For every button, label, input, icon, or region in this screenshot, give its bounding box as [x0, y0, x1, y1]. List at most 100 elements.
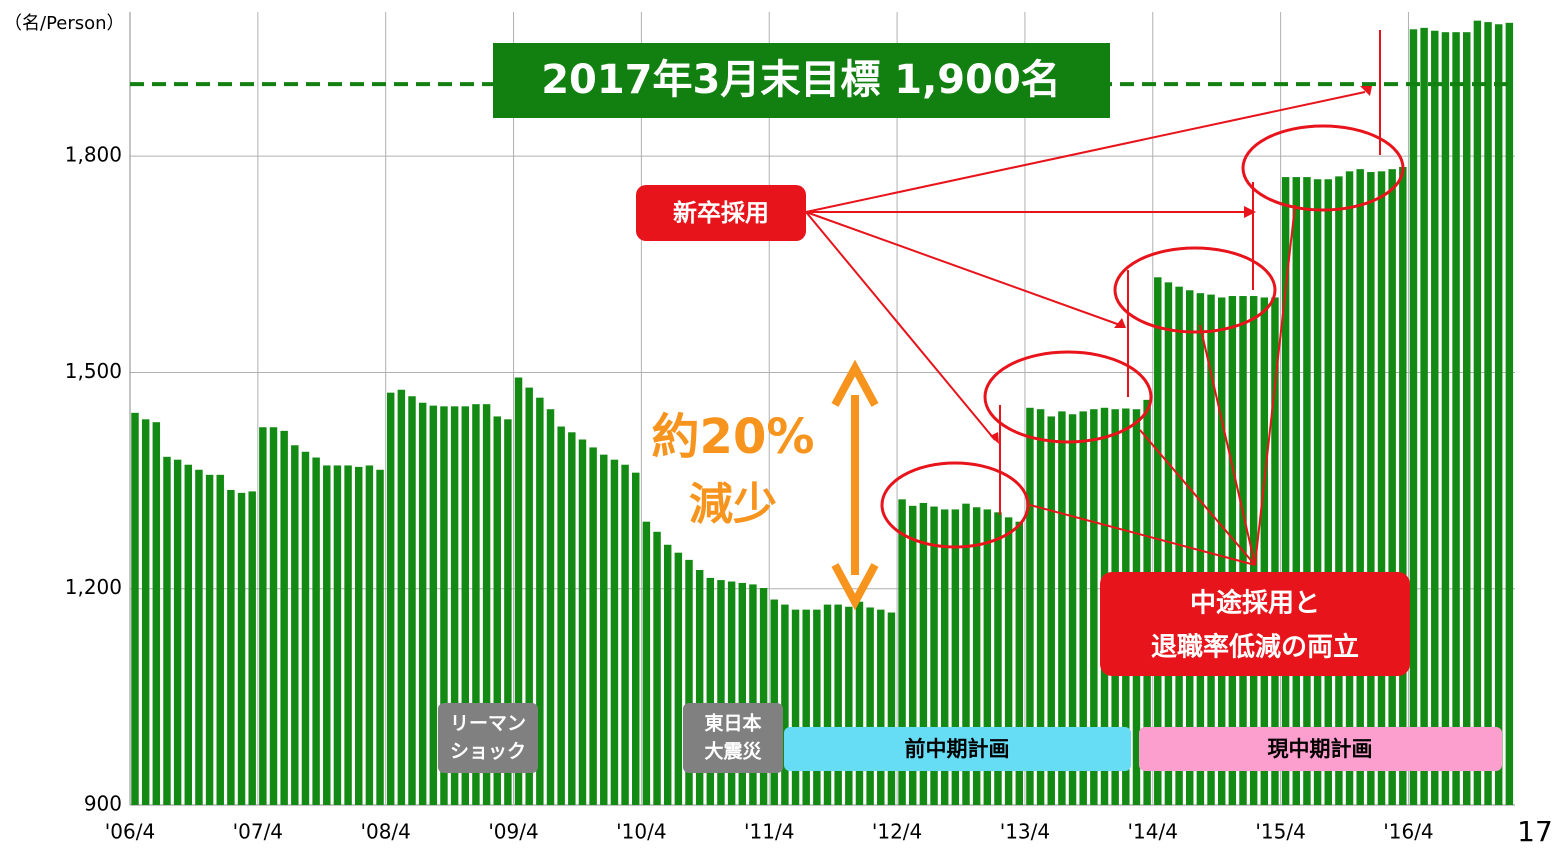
bar — [600, 454, 608, 805]
bar — [887, 612, 896, 805]
bar — [1207, 294, 1215, 805]
bar — [823, 604, 832, 805]
target-label: 2017年3月末目標 1,900名 — [541, 57, 1061, 103]
mid-career-label: 中途採用と — [1190, 588, 1320, 619]
bar — [1015, 521, 1024, 805]
earthquake-label: 東日本 — [704, 712, 761, 735]
bar — [440, 406, 448, 805]
bar — [1154, 277, 1162, 805]
bar — [1409, 29, 1418, 805]
bar — [791, 609, 800, 805]
bar — [909, 505, 917, 805]
bar — [642, 521, 651, 805]
x-tick-label: '16/4 — [1383, 820, 1433, 844]
bar — [1260, 297, 1269, 805]
bar — [173, 459, 182, 805]
x-tick-label: '08/4 — [360, 820, 410, 844]
bar — [365, 465, 374, 805]
earthquake-label: 大震災 — [704, 740, 762, 763]
bar — [525, 387, 533, 805]
bar — [813, 609, 821, 805]
bar — [962, 503, 970, 805]
current-plan-box — [1139, 727, 1502, 771]
bar — [163, 456, 171, 805]
bars — [131, 20, 1514, 806]
annotations: 2017年3月末目標 1,900名 新卒採用 中途採用と 退職率低減の両立 約2… — [438, 30, 1502, 773]
bar — [397, 389, 406, 805]
bar — [1249, 296, 1258, 805]
bar — [504, 419, 512, 805]
x-tick-label: '07/4 — [233, 820, 283, 844]
bar — [1324, 179, 1332, 805]
bar — [195, 469, 203, 805]
bar — [291, 445, 299, 805]
bar — [972, 507, 981, 805]
bar — [727, 581, 736, 805]
bar — [472, 404, 480, 805]
x-tick-label: '11/4 — [744, 820, 794, 844]
bar — [237, 492, 246, 805]
bar — [717, 580, 725, 805]
bar — [1335, 176, 1343, 805]
bar — [578, 439, 587, 805]
bar — [184, 464, 193, 805]
bar — [1473, 20, 1482, 806]
bar — [1175, 286, 1183, 805]
bar — [781, 604, 789, 805]
bar — [1399, 166, 1407, 805]
bar — [930, 506, 938, 805]
bar — [546, 409, 555, 805]
bar — [1281, 177, 1290, 805]
lehman-label: ショック — [450, 741, 526, 763]
bar — [1377, 171, 1386, 805]
bar — [1217, 297, 1226, 805]
bar — [1292, 177, 1301, 805]
bar — [216, 474, 224, 805]
target-box — [493, 43, 1110, 118]
bar — [1271, 297, 1279, 805]
y-tick-label: 1,200 — [65, 575, 122, 599]
bar — [589, 447, 597, 805]
bar — [1036, 409, 1045, 805]
new-grad-label: 新卒採用 — [673, 199, 769, 227]
bar — [983, 509, 992, 805]
bar — [408, 396, 416, 805]
bar — [355, 466, 363, 805]
x-tick-label: '14/4 — [1128, 820, 1178, 844]
bar — [994, 512, 1002, 805]
bar — [259, 427, 267, 805]
bar — [610, 459, 619, 805]
bar — [1505, 22, 1514, 805]
mid-career-label: 退職率低減の両立 — [1151, 632, 1359, 663]
bar — [141, 419, 150, 805]
bar — [536, 397, 544, 805]
bar — [269, 427, 278, 805]
bar — [386, 392, 395, 805]
x-tick-label: '12/4 — [872, 820, 922, 844]
bar — [461, 406, 470, 805]
bar — [770, 599, 778, 805]
bar — [1058, 411, 1066, 805]
bar — [706, 577, 715, 805]
bar — [877, 609, 885, 805]
bar — [632, 472, 640, 805]
bar — [1026, 407, 1034, 805]
bar — [1431, 30, 1439, 805]
bar — [1313, 179, 1322, 805]
bar — [376, 469, 384, 805]
bar — [450, 406, 459, 805]
bar — [429, 405, 438, 805]
bar — [802, 609, 810, 805]
bar — [940, 509, 949, 805]
bar — [1090, 409, 1098, 805]
bar — [568, 432, 576, 805]
bar — [1484, 22, 1492, 806]
prev-plan-label: 前中期計画 — [905, 737, 1010, 761]
bar — [663, 544, 672, 805]
bar — [1356, 169, 1364, 805]
bar — [323, 465, 331, 805]
bar — [653, 531, 661, 805]
bar — [621, 464, 629, 805]
mid-career-box — [1100, 572, 1410, 676]
bar — [749, 584, 757, 805]
